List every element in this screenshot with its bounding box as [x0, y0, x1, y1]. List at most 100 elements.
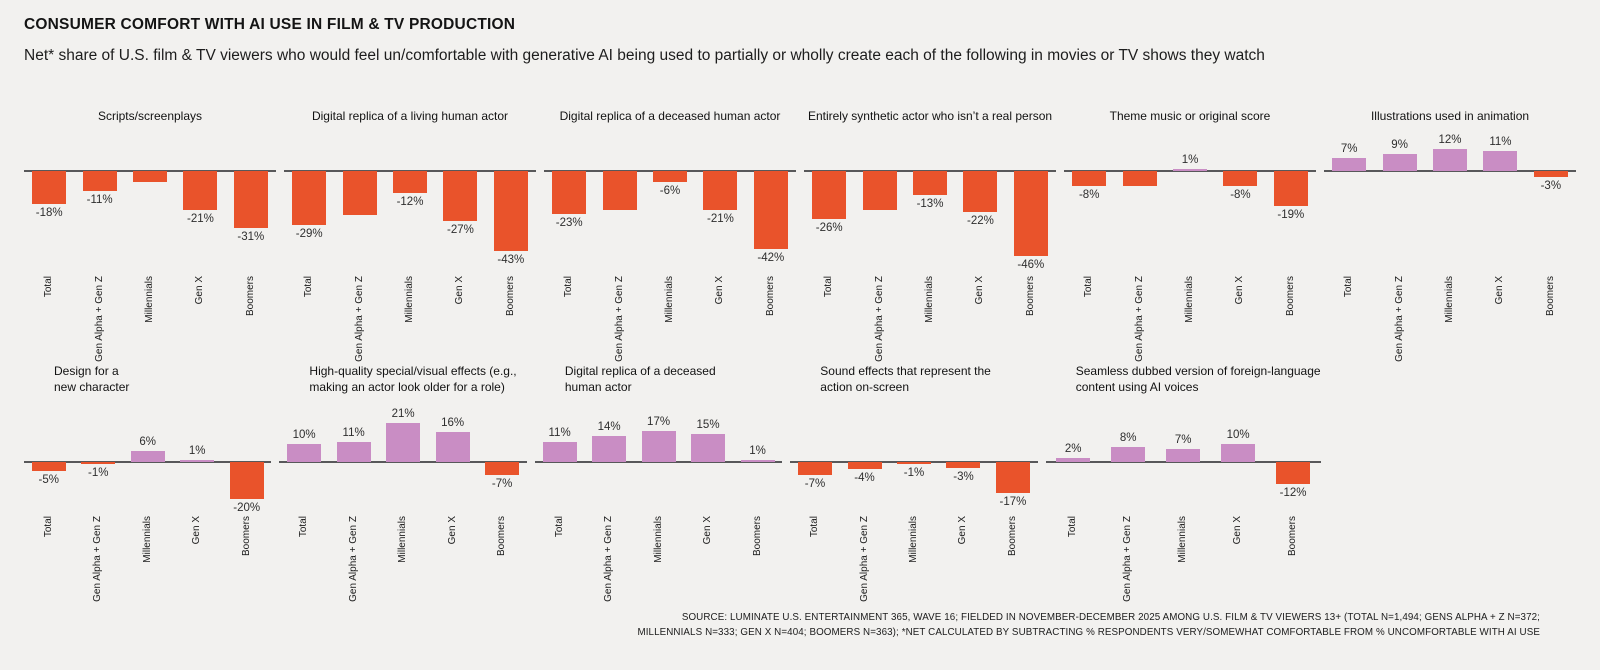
bar-column-millennials: 6%	[123, 416, 172, 516]
zero-axis-line	[24, 461, 272, 463]
bar-column-millennials: 21%	[378, 408, 427, 516]
bar	[1382, 154, 1417, 171]
bar-column-millennials: -1%	[889, 416, 938, 516]
bar	[552, 171, 587, 214]
category-labels: Total Gen Alpha + Gen Z Millennials Gen X Bo…	[790, 516, 1037, 602]
category-label-cell: Gen X	[1475, 276, 1525, 358]
category-label-cell: Total	[1324, 276, 1374, 358]
bar-columns: 2% 8% 7% 10% -12%	[1046, 416, 1321, 516]
category-label-cell: Millennials	[889, 516, 938, 598]
bar-column-gen-alpha-gen-z: -4%	[840, 416, 889, 516]
chart-title-line: Seamless dubbed version of foreign-langu…	[1075, 364, 1321, 378]
bar-value-label: 15%	[696, 419, 720, 432]
category-label: Millennials	[141, 516, 153, 563]
bar-column-gen-x: 10%	[1211, 416, 1266, 516]
bar	[812, 171, 847, 220]
category-label: Gen X	[1234, 276, 1246, 305]
category-label-cell: Gen Alpha + Gen Z	[840, 516, 889, 602]
category-label-cell: Millennials	[378, 516, 427, 598]
category-label: Gen Alpha + Gen Z	[873, 276, 885, 362]
category-label-cell: Millennials	[385, 276, 435, 358]
bar-column-boomers: -7%	[477, 416, 526, 516]
category-label: Boomers	[1284, 276, 1296, 317]
category-label: Millennials	[924, 276, 936, 323]
bar-column-gen-x: 16%	[428, 416, 477, 516]
category-labels: Total Gen Alpha + Gen Z Millennials Gen X Bo…	[544, 276, 796, 362]
chart-3: Digital replica of a deceased human acto…	[544, 109, 796, 362]
bar	[703, 171, 738, 210]
source-note: SOURCE: LUMINATE U.S. ENTERTAINMENT 365,…	[24, 610, 1576, 640]
category-label: Gen X	[191, 516, 203, 545]
zero-axis-line	[1045, 461, 1321, 463]
category-label: Gen X	[974, 276, 986, 305]
bar-value-label: -5%	[38, 474, 59, 487]
chart-title: Illustrations used in animation	[1324, 109, 1576, 131]
category-label-cell: Millennials	[125, 276, 175, 358]
category-label: Total	[1067, 516, 1079, 538]
category-label-cell: Gen X	[428, 516, 477, 598]
chart-plot: -7% -4% -1% -3% -17%	[790, 416, 1038, 516]
chart-10: Sound effects that represent the action o…	[790, 364, 1038, 602]
bar	[691, 434, 726, 462]
bar	[1223, 171, 1258, 186]
category-label-cell: Gen Alpha + Gen Z	[74, 276, 124, 362]
bar-value-label: 1%	[188, 445, 206, 457]
bar-column-millennials: 17%	[634, 416, 683, 516]
category-label-cell: Gen Alpha + Gen Z	[854, 276, 904, 362]
bar-column-gen-alpha-gen-z: 11%	[329, 416, 378, 516]
bar-value-label: 10%	[1226, 428, 1250, 441]
bar	[1056, 458, 1091, 462]
bar-value-label: 14%	[597, 421, 621, 434]
category-label: Boomers	[504, 276, 516, 317]
chart-plot: 2% 8% 7% 10% -12%	[1045, 416, 1321, 516]
category-label: Total	[43, 276, 55, 298]
bar	[542, 441, 577, 462]
category-label-cell: Gen X	[435, 276, 485, 358]
chart-title-line: Scripts/screenplays	[97, 109, 203, 123]
bar-value-label: 11%	[342, 426, 365, 439]
bar	[82, 171, 117, 192]
bar	[1433, 148, 1468, 171]
category-label: Gen X	[454, 276, 466, 305]
category-label-cell: Total	[24, 276, 74, 358]
bar	[1166, 449, 1201, 462]
bar	[995, 462, 1030, 494]
bar	[485, 462, 520, 475]
bar	[1122, 171, 1157, 186]
category-label: Gen Alpha + Gen Z	[347, 516, 359, 602]
bar-value-label: -21%	[186, 212, 214, 225]
bar-column-total: -29%	[284, 131, 334, 276]
category-label-cell: Millennials	[634, 516, 683, 598]
chart-4: Entirely synthetic actor who isn’t a rea…	[804, 109, 1056, 362]
chart-plot: -18% -11% -21% -31%	[24, 131, 276, 276]
category-label-cell: Millennials	[1165, 276, 1215, 358]
bar-column-boomers: -12%	[1266, 416, 1321, 516]
category-label: Millennials	[1184, 276, 1196, 323]
bar-value-label: -31%	[237, 231, 265, 244]
bar	[180, 460, 215, 462]
bar-value-label: -3%	[1540, 179, 1562, 192]
bar-column-millennials: -12%	[385, 131, 435, 276]
bar-columns: -7% -4% -1% -3% -17%	[790, 416, 1037, 516]
chart-title-line: content using AI voices	[1075, 379, 1199, 394]
category-label-cell: Total	[1046, 516, 1101, 598]
category-label-cell: Boomers	[1266, 516, 1321, 598]
category-labels: Total Gen Alpha + Gen Z Millennials Gen X Bo…	[284, 276, 536, 362]
category-label: Boomers	[1544, 276, 1556, 317]
category-label: Boomers	[1024, 276, 1036, 317]
bar-column-millennials	[125, 131, 175, 276]
category-label: Millennials	[1444, 276, 1456, 323]
chart-title-line: Illustrations used in animation	[1370, 109, 1530, 123]
bar-columns: -8% 1% -8% -19%	[1064, 131, 1316, 276]
bar-value-label: -17%	[999, 496, 1027, 509]
bar-value-label: -46%	[1017, 259, 1045, 272]
bar-column-gen-alpha-gen-z	[594, 131, 644, 276]
chart-1: Scripts/screenplays -18% -11% -21% -31% Total…	[24, 109, 276, 362]
bar-value-label: -3%	[953, 470, 974, 483]
bar	[130, 450, 165, 462]
category-label: Gen X	[714, 276, 726, 305]
category-label: Total	[823, 276, 835, 298]
chart-6: Illustrations used in animation 7% 9% 12% 11…	[1324, 109, 1576, 362]
category-label: Boomers	[1006, 516, 1018, 557]
bar-column-total: -18%	[24, 131, 74, 276]
